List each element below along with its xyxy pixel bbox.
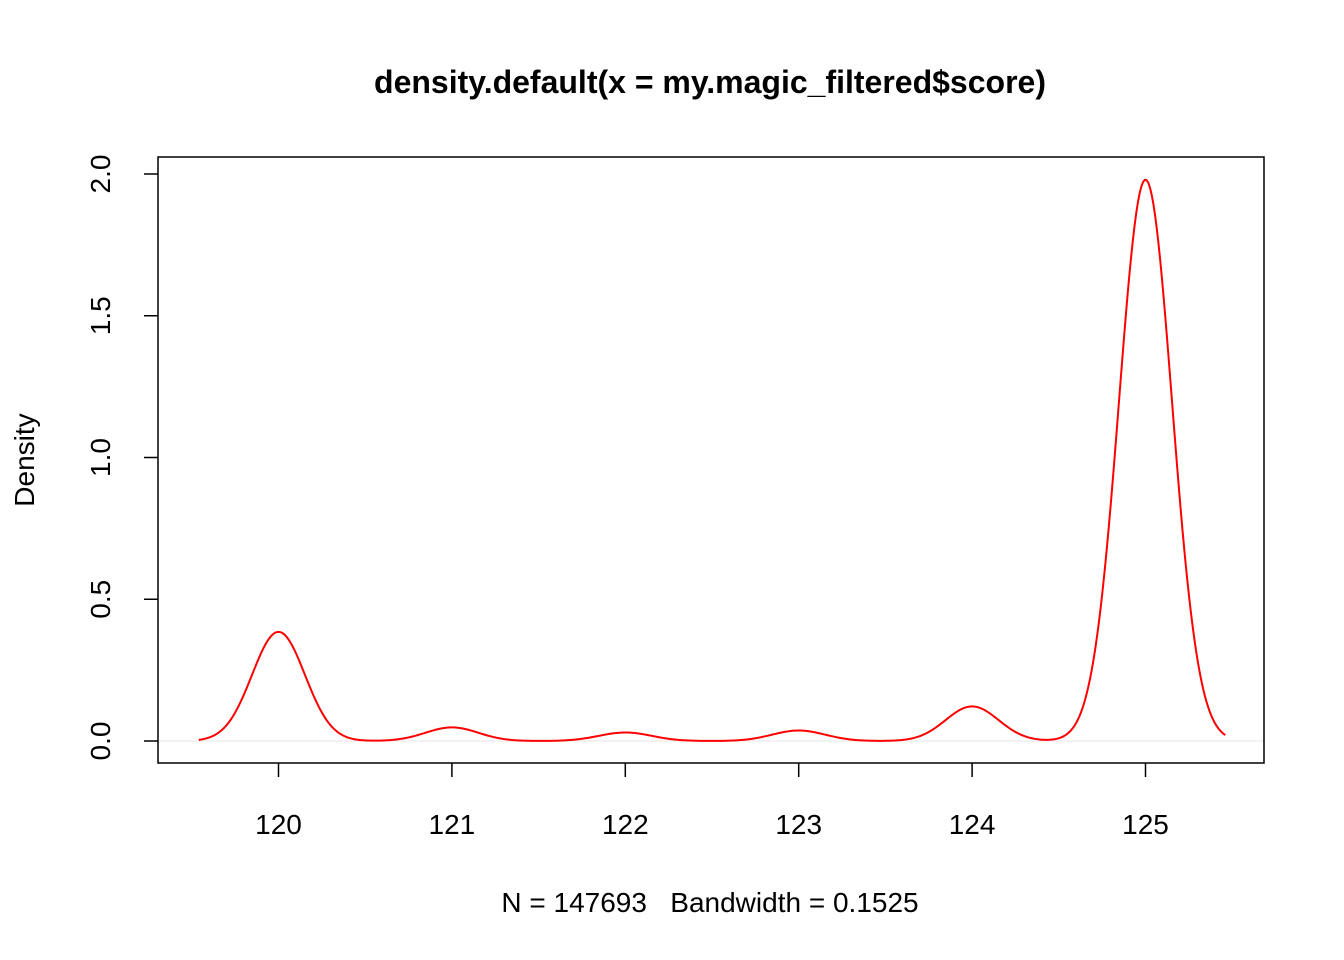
y-tick-label: 1.5: [85, 296, 116, 335]
y-tick-label: 2.0: [85, 155, 116, 194]
x-axis-label: N = 147693 Bandwidth = 0.1525: [501, 887, 918, 918]
x-tick-label: 122: [602, 809, 649, 840]
density-curve: [198, 178, 1226, 742]
y-tick-label: 0.5: [85, 580, 116, 619]
x-tick-label: 121: [429, 809, 476, 840]
x-tick-label: 124: [949, 809, 996, 840]
x-tick-label: 123: [775, 809, 822, 840]
chart-title: density.default(x = my.magic_filtered$sc…: [374, 64, 1046, 100]
y-tick-label: 1.0: [85, 438, 116, 477]
x-tick-label: 120: [255, 809, 302, 840]
y-axis-label: Density: [9, 413, 40, 506]
x-axis: 120 121 122 123 124 125: [255, 763, 1169, 840]
y-tick-label: 0.0: [85, 722, 116, 761]
x-tick-label: 125: [1122, 809, 1169, 840]
y-axis: 0.0 0.5 1.0 1.5 2.0: [85, 155, 158, 761]
plot-frame: [157, 156, 1265, 764]
